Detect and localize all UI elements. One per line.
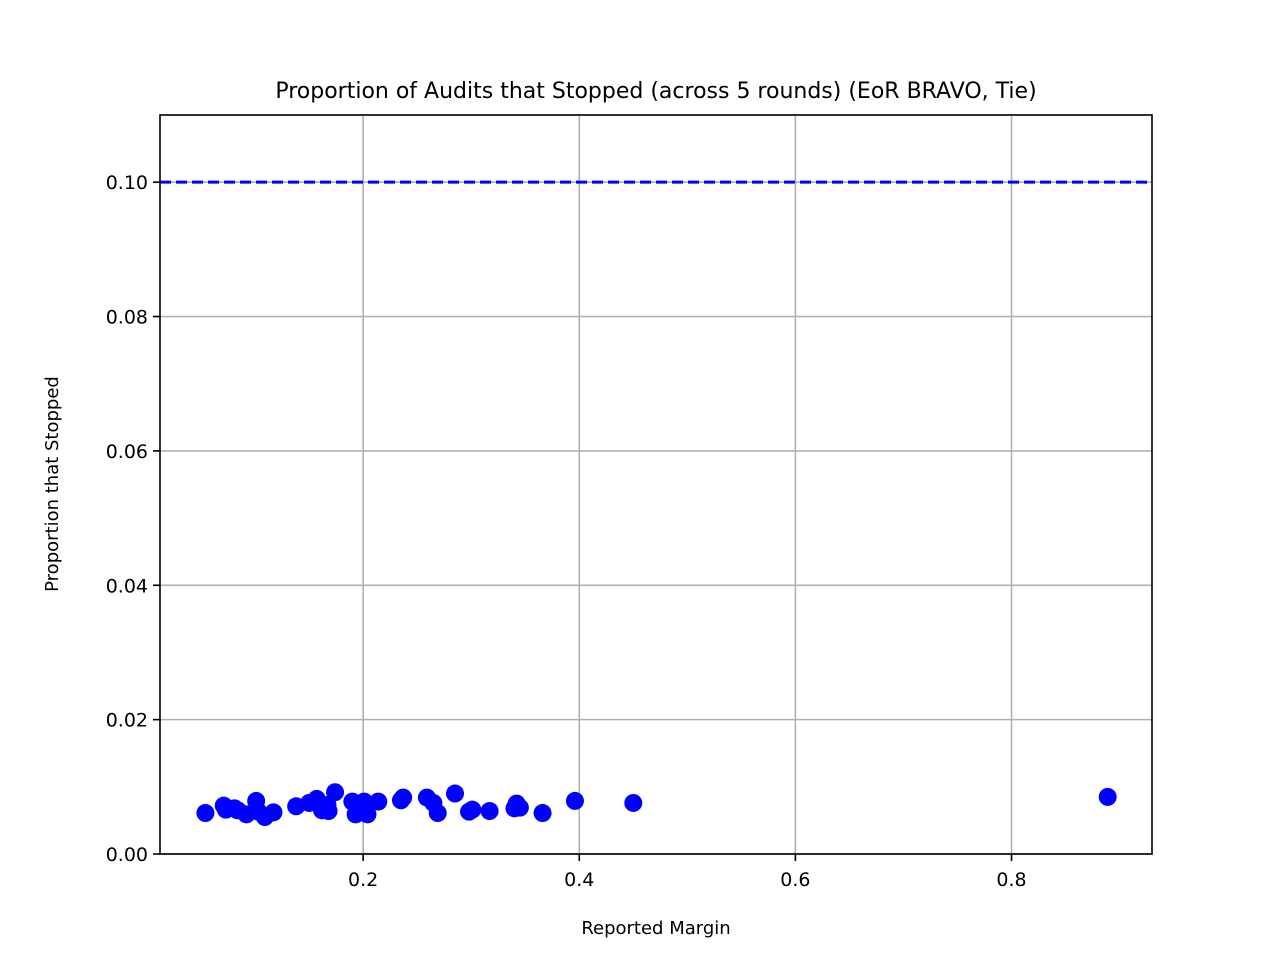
data-point bbox=[480, 802, 499, 821]
data-point bbox=[510, 798, 529, 817]
y-tick-label: 0.10 bbox=[106, 172, 148, 194]
data-point bbox=[326, 783, 345, 802]
data-point bbox=[565, 791, 584, 810]
y-tick-label: 0.02 bbox=[106, 710, 148, 732]
plot-frame bbox=[159, 114, 1153, 855]
data-point bbox=[428, 804, 447, 823]
y-tick-label: 0.06 bbox=[106, 441, 148, 463]
data-points bbox=[196, 783, 1117, 827]
data-point bbox=[264, 803, 283, 822]
x-tick-label: 0.8 bbox=[996, 869, 1026, 891]
y-tick-label: 0.04 bbox=[106, 575, 148, 597]
data-point bbox=[446, 784, 465, 803]
data-point bbox=[196, 804, 215, 823]
data-point bbox=[624, 793, 643, 812]
data-point bbox=[463, 800, 482, 819]
data-point bbox=[369, 792, 388, 811]
x-axis-label: Reported Margin bbox=[581, 918, 730, 939]
data-point bbox=[394, 788, 413, 807]
x-tick-label: 0.2 bbox=[348, 869, 378, 891]
y-axis-label: Proportion that Stopped bbox=[42, 376, 63, 592]
chart-title: Proportion of Audits that Stopped (acros… bbox=[275, 79, 1036, 104]
data-point bbox=[533, 804, 552, 823]
data-point bbox=[358, 805, 377, 824]
y-tick-label: 0.08 bbox=[106, 307, 148, 329]
data-point bbox=[319, 802, 338, 821]
x-tick-label: 0.6 bbox=[780, 869, 810, 891]
y-tick-label: 0.00 bbox=[106, 844, 148, 866]
x-axis-ticks: 0.2 0.4 0.6 0.8 bbox=[348, 854, 1027, 891]
x-tick-label: 0.4 bbox=[564, 869, 594, 891]
data-point bbox=[1098, 787, 1117, 806]
y-axis-ticks: 0.00 0.02 0.04 0.06 0.08 0.10 bbox=[106, 172, 160, 866]
